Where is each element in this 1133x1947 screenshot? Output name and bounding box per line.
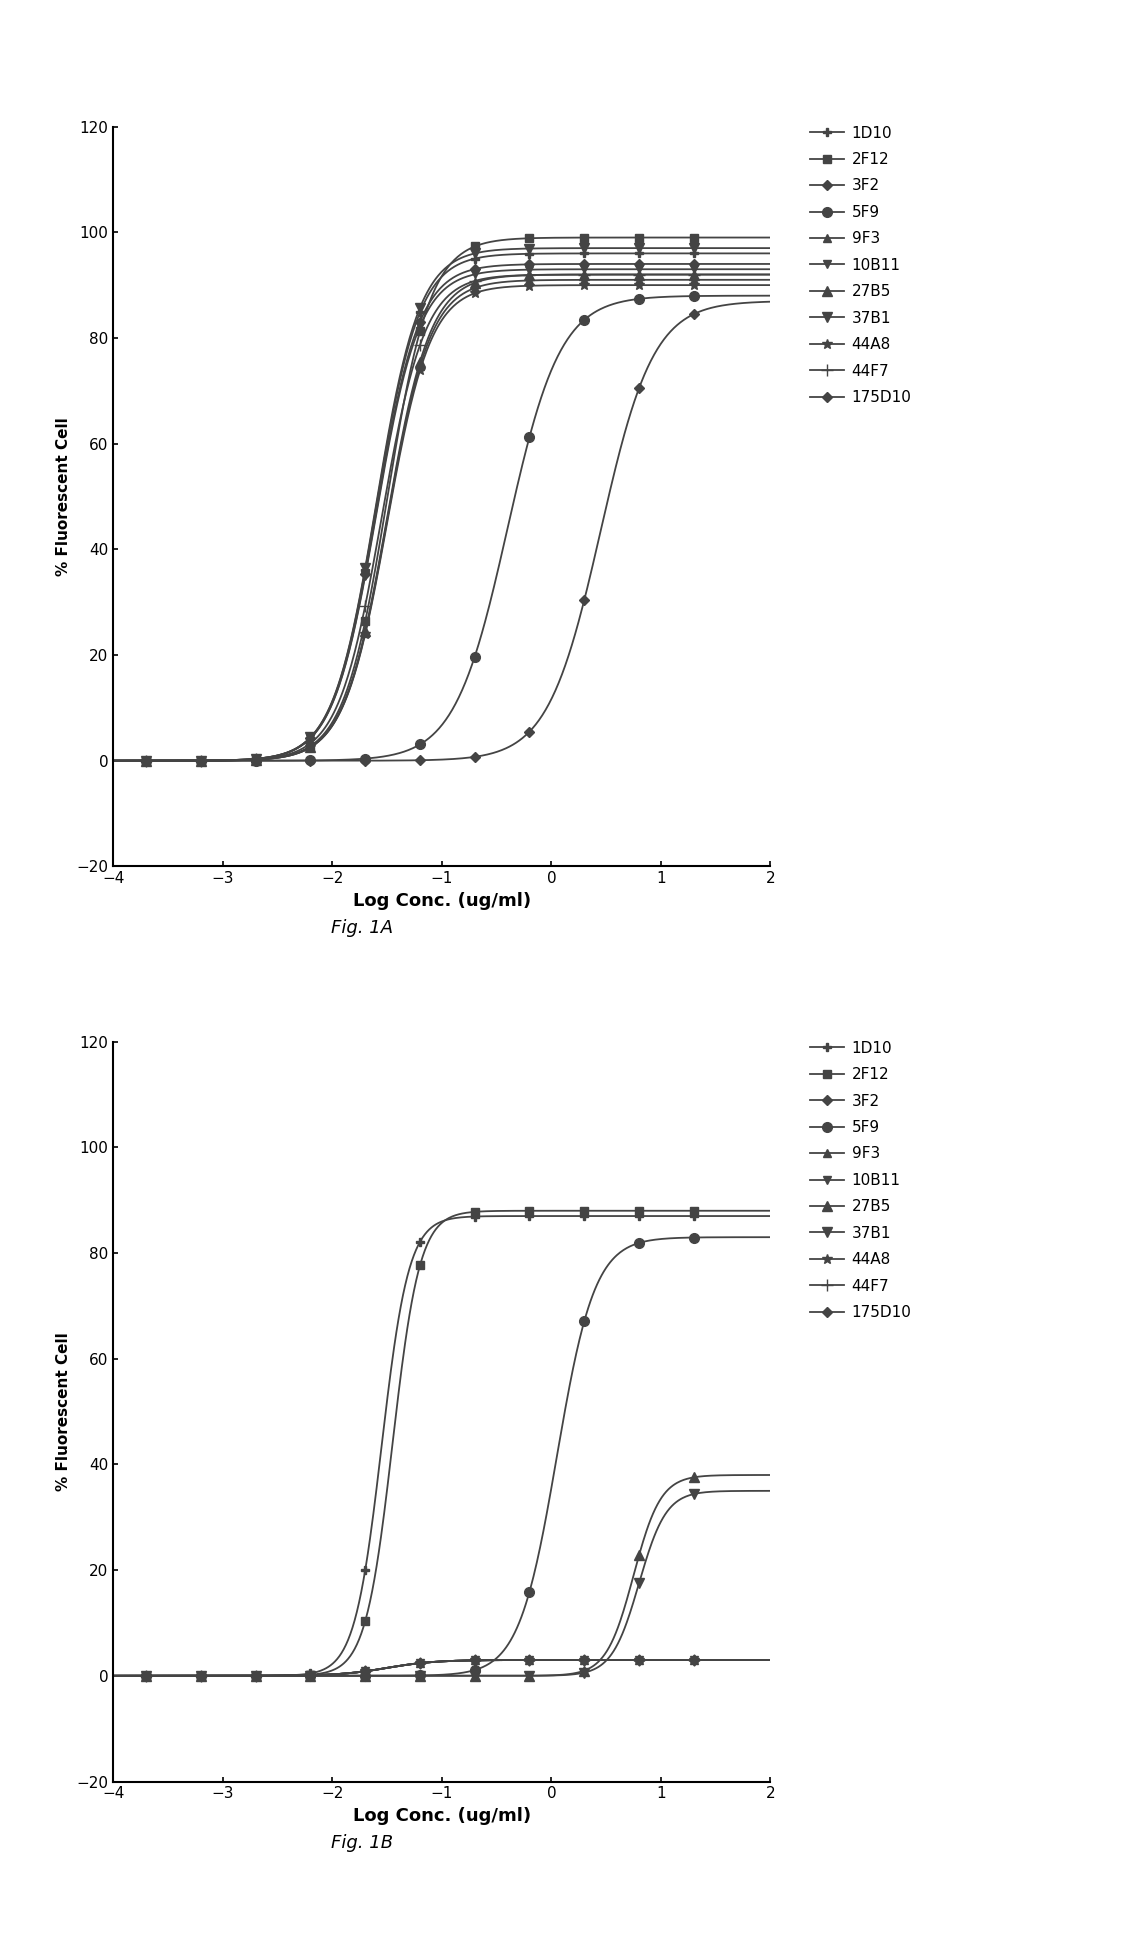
X-axis label: Log Conc. (ug/ml): Log Conc. (ug/ml) — [352, 1807, 531, 1824]
Text: Fig. 1A: Fig. 1A — [332, 919, 393, 937]
Legend: 1D10, 2F12, 3F2, 5F9, 9F3, 10B11, 27B5, 37B1, 44A8, 44F7, 175D10: 1D10, 2F12, 3F2, 5F9, 9F3, 10B11, 27B5, … — [804, 1034, 918, 1326]
Text: Fig. 1B: Fig. 1B — [332, 1834, 393, 1852]
X-axis label: Log Conc. (ug/ml): Log Conc. (ug/ml) — [352, 892, 531, 909]
Y-axis label: % Fluorescent Cell: % Fluorescent Cell — [56, 417, 71, 576]
Y-axis label: % Fluorescent Cell: % Fluorescent Cell — [56, 1332, 71, 1491]
Legend: 1D10, 2F12, 3F2, 5F9, 9F3, 10B11, 27B5, 37B1, 44A8, 44F7, 175D10: 1D10, 2F12, 3F2, 5F9, 9F3, 10B11, 27B5, … — [804, 119, 918, 411]
